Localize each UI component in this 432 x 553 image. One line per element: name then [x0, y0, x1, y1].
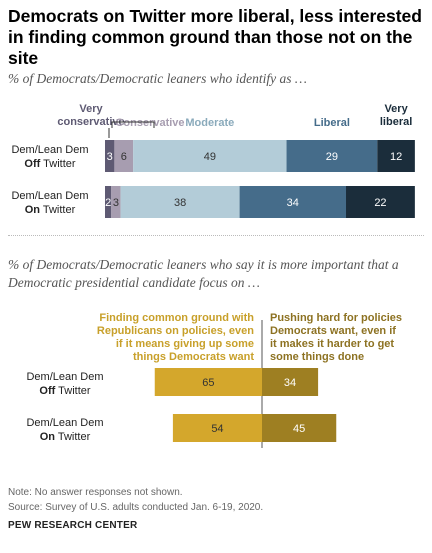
bar-very-conservative-off	[105, 140, 115, 172]
bar-conservative-on	[111, 186, 121, 218]
bar-push-hard-on	[262, 414, 337, 442]
bar-moderate-on	[120, 186, 240, 218]
legend-label-common-ground: Finding common ground with Republicans on…	[97, 312, 254, 363]
legend-label-very-conservative: Very conservative	[57, 103, 124, 128]
bar-common-ground-on	[172, 414, 262, 442]
bar-liberal-off	[286, 140, 378, 172]
bar-conservative-off	[114, 140, 134, 172]
bar-push-hard-off	[262, 368, 319, 396]
bar-very-conservative-on	[105, 186, 112, 218]
legend-label-very-liberal: Very liberal	[380, 103, 412, 128]
bar-liberal-on	[239, 186, 347, 218]
bar-very-liberal-off	[377, 140, 415, 172]
legend-label-liberal: Liberal	[314, 117, 350, 129]
value-label-very-conservative-off: 3	[107, 151, 113, 163]
leader-line-conservative	[111, 121, 155, 128]
value-label-push-hard-on: 45	[293, 423, 305, 435]
value-label-very-liberal-on: 22	[374, 197, 386, 209]
priority-diverging-bar-chart: 65 54 Finding common ground with Republican…	[26, 312, 402, 448]
chart2-category-label: Dem/Lean Dem Off Twitter	[26, 371, 103, 397]
legend-label-conservative: Conservative	[115, 117, 184, 129]
chart1-category-label: Dem/Lean Dem On Twitter	[11, 190, 88, 216]
chart1-subtitle: % of Democrats/Democratic leaners who id…	[8, 71, 307, 86]
value-label-very-conservative-on: 2	[105, 197, 111, 209]
bar-very-liberal-on	[346, 186, 415, 218]
value-label-liberal-off: 29	[326, 151, 338, 163]
value-label-moderate-off: 49	[204, 151, 216, 163]
value-label-liberal-on: 34	[287, 197, 299, 209]
chart-title: Democrats on Twitter more liberal, less …	[8, 6, 422, 68]
section-divider	[8, 235, 424, 236]
value-label-common-ground-off: 65	[202, 377, 214, 389]
legend-label-moderate: Moderate	[185, 117, 234, 129]
value-label-conservative-on: 3	[113, 197, 119, 209]
chart2-subtitle: % of Democrats/Democratic leaners who sa…	[8, 257, 399, 290]
footer-note: Note: No answer responses not shown.	[8, 487, 183, 498]
chart1-category-label: Dem/Lean Dem Off Twitter	[11, 144, 88, 170]
value-label-conservative-off: 6	[121, 151, 127, 163]
value-label-very-liberal-off: 12	[390, 151, 402, 163]
bar-moderate-off	[133, 140, 287, 172]
value-label-push-hard-off: 34	[284, 377, 296, 389]
legend-label-push-hard: Pushing hard for policies Democrats want,…	[270, 312, 402, 363]
chart2-category-label: Dem/Lean Dem On Twitter	[26, 417, 103, 443]
bar-common-ground-off	[154, 368, 262, 396]
footer-brand: PEW RESEARCH CENTER	[8, 520, 138, 531]
footer-source: Source: Survey of U.S. adults conducted …	[8, 502, 264, 513]
value-label-moderate-on: 38	[174, 197, 186, 209]
value-label-common-ground-on: 54	[211, 423, 223, 435]
